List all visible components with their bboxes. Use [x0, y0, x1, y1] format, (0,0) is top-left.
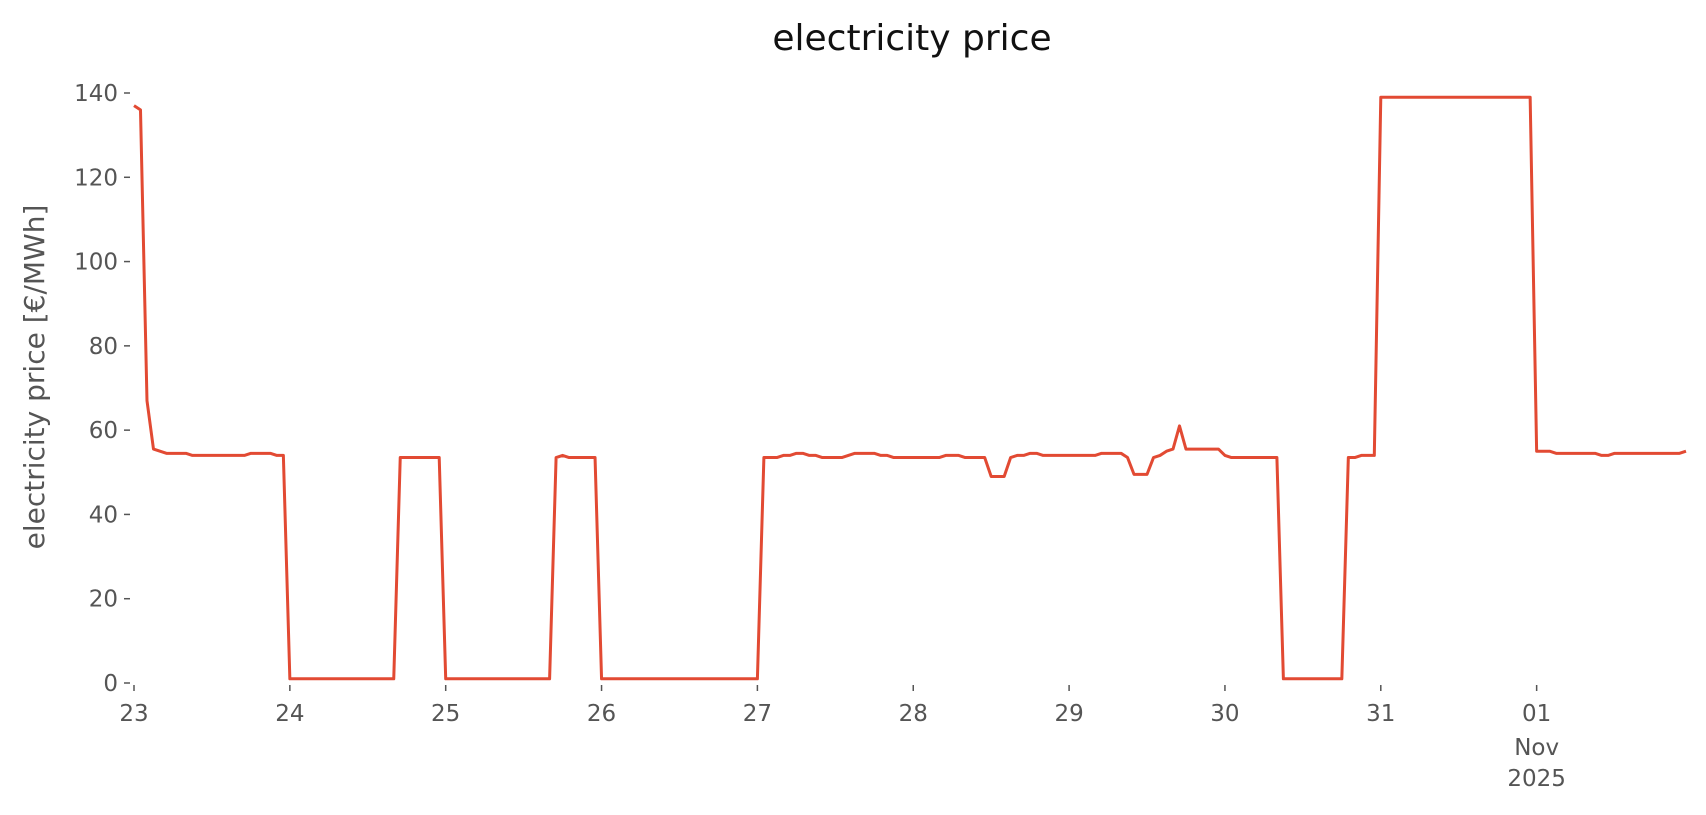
- y-tick-label: 140: [74, 81, 118, 107]
- y-axis-label: electricity price [€/MWh]: [18, 205, 51, 550]
- y-tick-label: 60: [89, 418, 118, 444]
- y-tick-label: 20: [89, 587, 118, 613]
- x-tick-sublabel: Nov: [1514, 735, 1559, 761]
- y-tick-label: 120: [74, 165, 118, 191]
- x-tick-sublabel: 2025: [1507, 766, 1566, 792]
- x-tick-label: 26: [587, 701, 616, 727]
- x-tick-label: 30: [1210, 701, 1239, 727]
- line: [133, 95, 1687, 681]
- y-tick-label: 100: [74, 250, 118, 276]
- y-tick-label: 40: [89, 502, 118, 528]
- x-tick-label: 27: [743, 701, 772, 727]
- x-tick-label: 29: [1054, 701, 1083, 727]
- y-tick-label: 80: [89, 334, 118, 360]
- x-tick-label: 23: [119, 701, 148, 727]
- x-tick-label: 01: [1522, 701, 1551, 727]
- x-tick-label: 31: [1366, 701, 1395, 727]
- chart-title: electricity price: [772, 18, 1051, 59]
- x-tick-label: 25: [431, 701, 460, 727]
- x-tick-label: 28: [899, 701, 928, 727]
- y-tick-label: 0: [103, 671, 118, 697]
- x-tick-label: 24: [275, 701, 304, 727]
